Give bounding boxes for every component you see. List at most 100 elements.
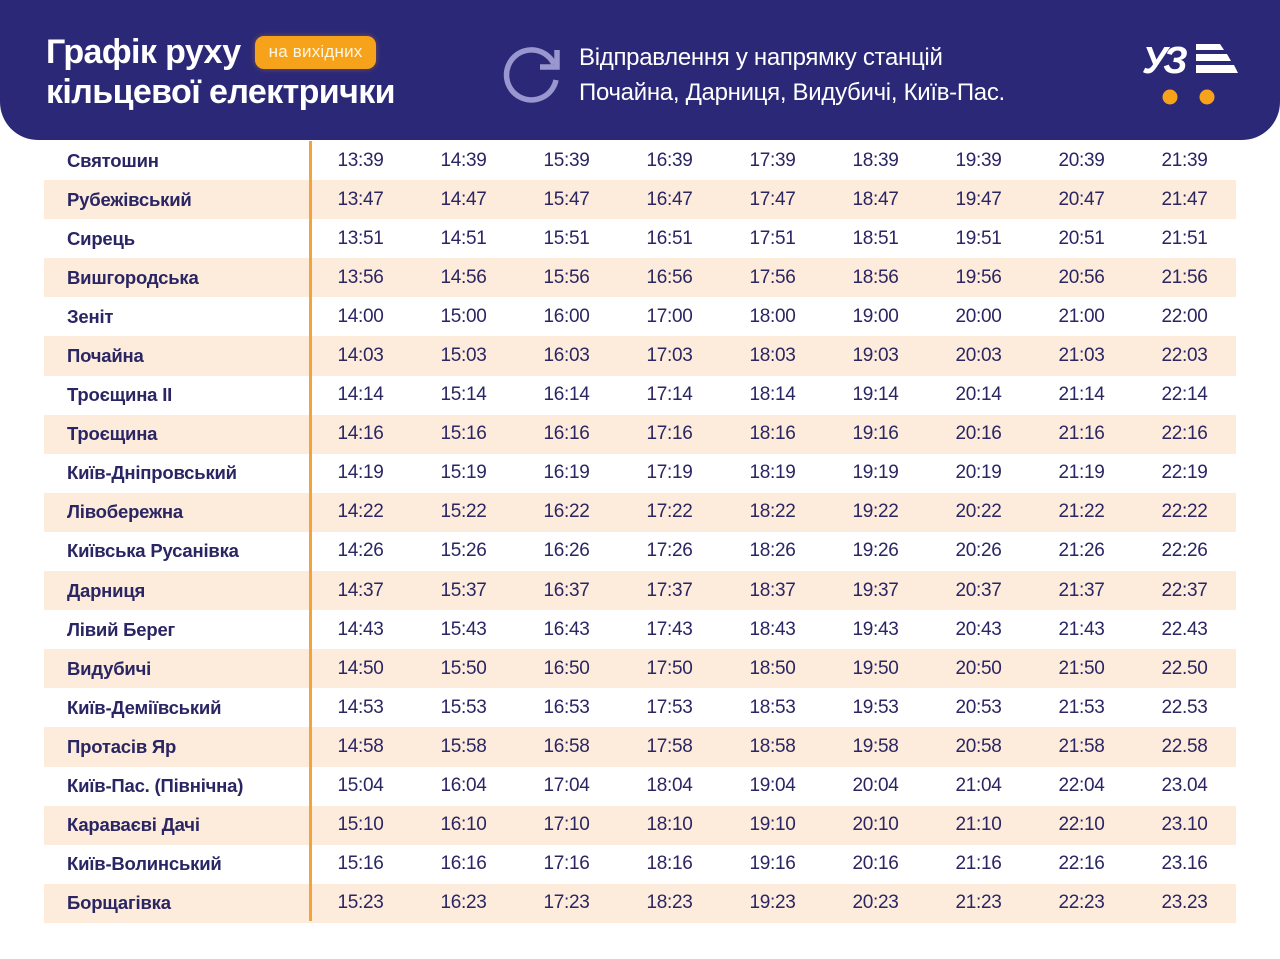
departure-time: 18:51 [852,227,899,249]
departure-time: 17:56 [749,266,796,288]
departure-time: 18:19 [749,462,796,484]
departure-time: 22:26 [1161,540,1208,562]
departure-times: 14:43 15:43 16:43 17:43 18:43 19:43 20:43 21:43… [309,619,1236,641]
svg-text:УЗ: УЗ [1142,40,1187,82]
departure-time: 18:39 [852,149,899,171]
departure-time: 21:39 [1161,149,1208,171]
departure-times: 14:26 15:26 16:26 17:26 18:26 19:26 20:26 21:26… [309,540,1236,562]
departure-times: 14:14 15:14 16:14 17:14 18:14 19:14 20:14 21:14… [309,384,1236,406]
departure-time: 23.04 [1161,775,1208,797]
departure-time: 21:00 [1058,305,1105,327]
table-row: Вишгородська 13:56 14:56 15:56 16:56 17:56 18:… [44,258,1236,298]
station-name: Почайна [67,345,144,367]
departure-time: 21:51 [1161,227,1208,249]
departure-times: 14:53 15:53 16:53 17:53 18:53 19:53 20:53 21:53… [309,697,1236,719]
departure-time: 20:26 [955,540,1002,562]
departure-time: 19:58 [852,735,899,757]
departure-time: 14:19 [337,462,384,484]
departure-time: 18:22 [749,501,796,523]
station-name: Лівий Берег [67,618,176,640]
departure-time: 19:53 [852,696,899,718]
departure-time: 18:53 [749,696,796,718]
departure-time: 18:50 [749,657,796,679]
departure-times: 14:22 15:22 16:22 17:22 18:22 19:22 20:22 21:22… [309,501,1236,523]
table-row: Троєщина II 14:14 15:14 16:14 17:14 18:14 19:1… [44,376,1236,415]
departure-time: 18:37 [749,579,796,601]
departure-time: 19:26 [852,540,899,562]
departure-time: 18:26 [749,540,796,562]
departure-time: 17:53 [646,696,693,718]
departure-time: 20:19 [955,462,1002,484]
departure-time: 14:39 [440,149,487,171]
departure-time: 15:19 [440,462,487,484]
station-name: Київ-Пас. (Північна) [67,775,244,797]
departure-time: 17:19 [646,462,693,484]
departure-time: 19:50 [852,657,899,679]
refresh-icon [503,47,560,103]
column-divider [309,141,312,921]
departure-times: 14:50 15:50 16:50 17:50 18:50 19:50 20:50 21:50… [309,658,1236,680]
departure-time: 14:50 [337,657,384,679]
departure-times: 14:19 15:19 16:19 17:19 18:19 19:19 20:19 21:19… [309,462,1236,484]
station-name: Караваєві Дачі [67,814,200,836]
departure-time: 21:50 [1058,657,1105,679]
departure-time: 15:37 [440,579,487,601]
departure-time: 17:43 [646,618,693,640]
station-name: Протасів Яр [67,735,177,757]
departure-time: 17:51 [749,227,796,249]
departure-time: 17:00 [646,305,693,327]
table-row: Сирець 13:51 14:51 15:51 16:51 17:51 18:51 19:5… [44,219,1236,258]
departure-time: 15:23 [337,892,384,914]
departure-times: 14:00 15:00 16:00 17:00 18:00 19:00 20:00 21:00… [309,306,1236,328]
departure-time: 15:50 [440,657,487,679]
direction-info: Відправлення у напрямку станцій Почайна,… [579,40,1005,110]
departure-time: 21:23 [955,892,1002,914]
departure-time: 18:04 [646,775,693,797]
departure-time: 20:14 [955,384,1002,406]
departure-time: 18:58 [749,735,796,757]
table-row: Святошин 13:39 14:39 15:39 16:39 17:39 18:39 19… [44,141,1236,180]
departure-time: 20:00 [955,305,1002,327]
departure-time: 14:56 [440,266,487,288]
departure-time: 15:10 [337,814,384,836]
departure-time: 20:22 [955,501,1002,523]
departure-time: 15:16 [440,423,487,445]
departure-time: 20:56 [1058,266,1105,288]
departure-time: 21:56 [1161,266,1208,288]
departure-time: 15:16 [337,853,384,875]
departure-time: 14:26 [337,540,384,562]
departure-time: 18:00 [749,305,796,327]
departure-time: 22:37 [1161,579,1208,601]
departure-time: 14:53 [337,696,384,718]
departure-time: 13:56 [337,266,384,288]
departure-time: 17:23 [543,892,590,914]
departure-times: 13:39 14:39 15:39 16:39 17:39 18:39 19:39 20:39… [309,150,1236,172]
table-row: Видубичі 14:50 15:50 16:50 17:50 18:50 19:50 20… [44,649,1236,689]
station-name: Київ-Дніпровський [67,462,237,484]
departure-time: 19:04 [749,775,796,797]
table-row: Дарниця 14:37 15:37 16:37 17:37 18:37 19:37 20:… [44,571,1236,611]
departure-time: 16:53 [543,696,590,718]
departure-time: 15:51 [543,227,590,249]
departure-time: 15:56 [543,266,590,288]
departure-times: 15:10 16:10 17:10 18:10 19:10 20:10 21:10 22:10… [309,814,1236,836]
departure-time: 18:47 [852,188,899,210]
departure-time: 16:10 [440,814,487,836]
departure-time: 22:14 [1161,384,1208,406]
departure-time: 16:39 [646,149,693,171]
table-row: Почайна 14:03 15:03 16:03 17:03 18:03 19:03 20:… [44,336,1236,376]
departure-time: 15:03 [440,345,487,367]
departure-time: 21:04 [955,775,1002,797]
departure-time: 15:47 [543,188,590,210]
station-name: Дарниця [67,579,146,601]
departure-time: 14:22 [337,501,384,523]
departure-times: 15:16 16:16 17:16 18:16 19:16 20:16 21:16 22:16… [309,853,1236,875]
station-name: Київ-Деміївський [67,696,222,718]
departure-time: 15:22 [440,501,487,523]
departure-time: 20:47 [1058,188,1105,210]
table-row: Борщагівка 15:23 16:23 17:23 18:23 19:23 20:23… [44,883,1236,923]
departure-time: 16:58 [543,735,590,757]
departure-time: 14:58 [337,735,384,757]
station-name: Святошин [67,149,159,171]
departure-time: 20:37 [955,579,1002,601]
